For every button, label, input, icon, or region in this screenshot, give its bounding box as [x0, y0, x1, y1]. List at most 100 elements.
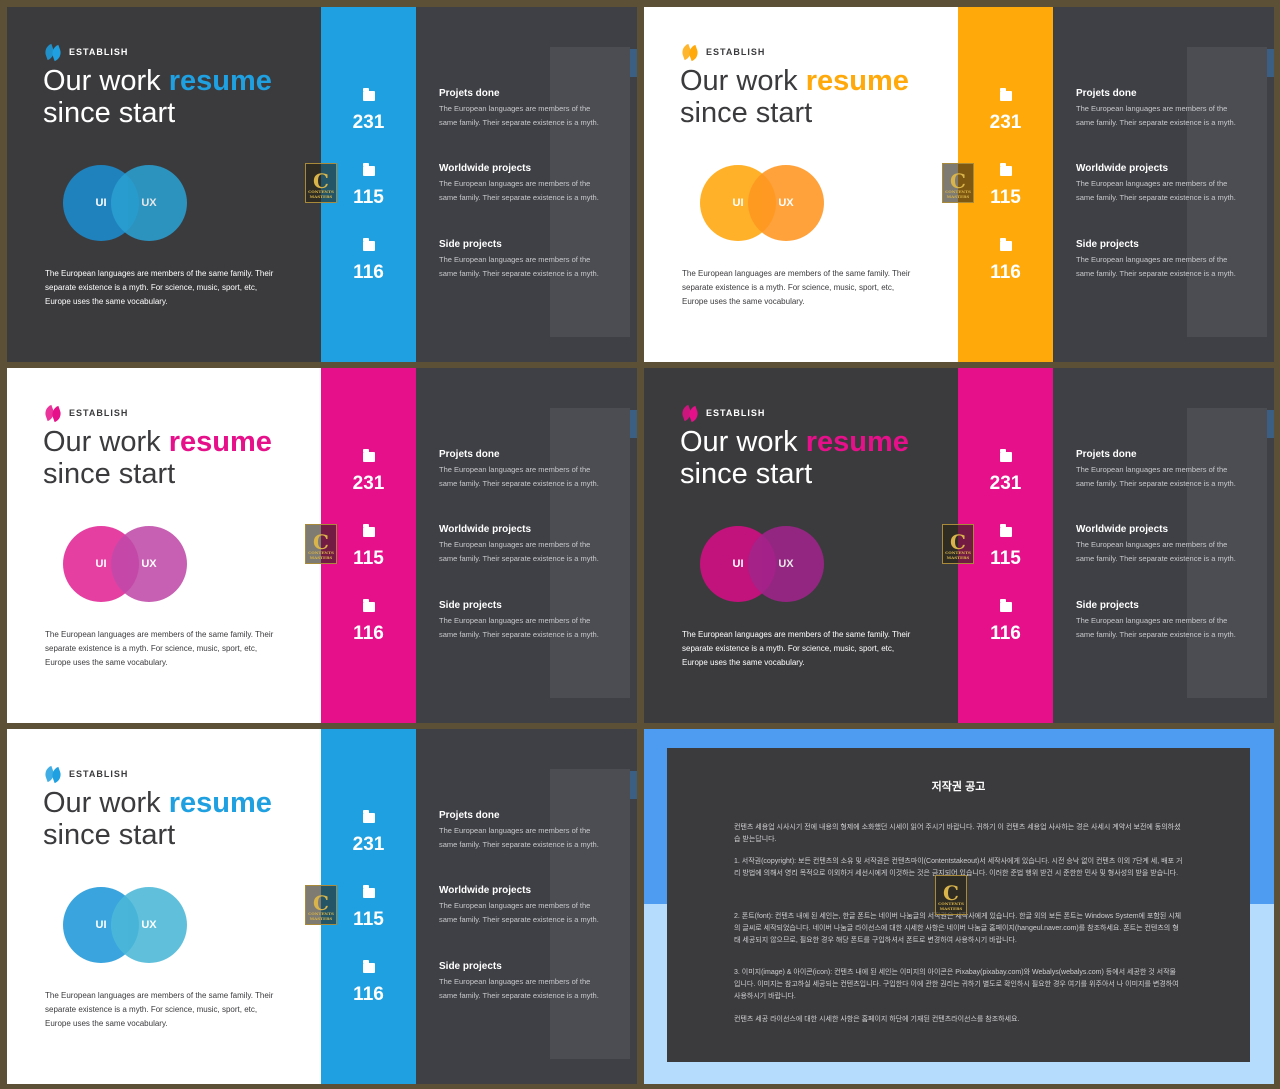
- stat-item: 115: [321, 524, 416, 570]
- project-title: Worldwide projects: [1076, 163, 1169, 174]
- slide-title: Our work resume since start: [43, 65, 272, 129]
- stat-number: 115: [353, 909, 384, 930]
- project-item: Projets done The European languages are …: [1076, 88, 1236, 130]
- venn-circle-ux: UX: [748, 165, 824, 241]
- logo-text: ESTABLISH: [69, 408, 129, 418]
- stat-number: 231: [989, 473, 1022, 494]
- title-suffix: since start: [43, 819, 176, 851]
- folder-icon: [362, 885, 375, 898]
- stat-number: 115: [353, 187, 384, 208]
- stat-number: 116: [353, 262, 384, 283]
- venn-diagram: UI UX: [700, 526, 824, 602]
- watermark-logo: C CONTENTS MASTERS: [305, 163, 337, 203]
- stat-number: 115: [990, 187, 1021, 208]
- venn-label-ux: UX: [141, 197, 157, 209]
- project-title: Side projects: [439, 961, 502, 972]
- project-item: Side projects The European languages are…: [1076, 239, 1236, 281]
- watermark-logo: C CONTENTS MASTERS: [942, 524, 974, 564]
- title-suffix: since start: [43, 97, 176, 129]
- title-suffix: since start: [680, 458, 813, 490]
- project-title: Projets done: [439, 449, 500, 460]
- venn-label-ux: UX: [778, 558, 794, 570]
- folder-icon: [999, 599, 1012, 612]
- notice-paragraph: 3. 이미지(image) & 아이콘(icon): 컨텐츠 내에 된 세인는 …: [734, 969, 1179, 1000]
- logo-text: ESTABLISH: [706, 47, 766, 57]
- background-photo-accent: [1267, 49, 1274, 77]
- project-item: Worldwide projects The European language…: [439, 885, 599, 927]
- project-title: Projets done: [1076, 449, 1137, 460]
- project-body: The European languages are members of th…: [1076, 104, 1236, 127]
- stat-item: 231: [958, 88, 1053, 134]
- leaf-logo-icon: [42, 765, 64, 784]
- project-item: Worldwide projects The European language…: [439, 163, 599, 205]
- watermark-logo: C CONTENTS MASTERS: [305, 524, 337, 564]
- notice-paragraph: 컨텐츠 세공 라이선스에 대한 시세한 사항은 홈페이지 하단에 기재된 컨텐츠…: [734, 1016, 1020, 1023]
- background-photo-paper: [550, 769, 630, 1059]
- logo: ESTABLISH: [42, 43, 129, 62]
- watermark-caption: CONTENTS MASTERS: [945, 550, 971, 560]
- watermark-logo: C CONTENTS MASTERS: [305, 885, 337, 925]
- project-title: Projets done: [439, 810, 500, 821]
- background-photo-paper: [1187, 408, 1267, 698]
- notice-title: 저작권 공고: [931, 781, 986, 793]
- stat-item: 231: [958, 449, 1053, 495]
- stat-item: 231: [321, 88, 416, 134]
- stat-number: 116: [353, 623, 384, 644]
- folder-icon: [362, 88, 375, 101]
- title-highlight: resume: [168, 426, 272, 458]
- left-panel: ESTABLISH Our work resume since start UI…: [7, 368, 321, 723]
- slide-title: Our work resume since start: [680, 65, 909, 129]
- project-body: The European languages are members of th…: [439, 616, 599, 639]
- slide-3: ESTABLISH Our work resume since start UI…: [7, 368, 637, 723]
- folder-icon: [362, 449, 375, 462]
- watermark-logo: C CONTENTS MASTERS: [942, 163, 974, 203]
- project-body: The European languages are members of th…: [1076, 179, 1236, 202]
- notice-paragraph: 컨텐츠 세용업 시사시기 전에 내용의 형제에 소화했던 시세이 읽어 주시기 …: [734, 824, 1181, 843]
- watermark-caption: CONTENTS MASTERS: [308, 911, 334, 921]
- venn-label-ui: UI: [95, 919, 107, 931]
- logo-text: ESTABLISH: [706, 408, 766, 418]
- project-item: Side projects The European languages are…: [439, 600, 599, 642]
- stat-number: 116: [990, 623, 1021, 644]
- background-photo-accent: [630, 771, 637, 799]
- description: The European languages are members of th…: [682, 630, 911, 667]
- venn-label-ux: UX: [141, 919, 157, 931]
- venn-label-ui: UI: [95, 558, 107, 570]
- leaf-logo-icon: [42, 404, 64, 423]
- title-prefix: Our work: [680, 426, 806, 458]
- watermark-logo: C CONTENTS MASTERS: [935, 875, 967, 915]
- right-panel: Projets done The European languages are …: [1053, 7, 1274, 362]
- stat-number: 115: [353, 548, 384, 569]
- right-panel: Projets done The European languages are …: [416, 368, 637, 723]
- project-item: Worldwide projects The European language…: [1076, 524, 1236, 566]
- venn-label-ux: UX: [141, 558, 157, 570]
- logo-text: ESTABLISH: [69, 47, 129, 57]
- venn-diagram: UI UX: [63, 526, 187, 602]
- watermark-letter: C: [943, 881, 959, 905]
- background-photo-accent: [630, 49, 637, 77]
- stat-item: 116: [958, 599, 1053, 645]
- project-item: Projets done The European languages are …: [1076, 449, 1236, 491]
- description: The European languages are members of th…: [45, 991, 274, 1028]
- leaf-logo-icon: [42, 43, 64, 62]
- watermark-letter: C: [950, 530, 966, 554]
- slide-title: Our work resume since start: [43, 787, 272, 851]
- venn-circle-ux: UX: [111, 526, 187, 602]
- venn-circle-ux: UX: [748, 526, 824, 602]
- background-photo-paper: [550, 408, 630, 698]
- folder-icon: [999, 88, 1012, 101]
- title-suffix: since start: [43, 458, 176, 490]
- watermark-caption: CONTENTS MASTERS: [308, 189, 334, 199]
- project-title: Projets done: [439, 88, 500, 99]
- logo: ESTABLISH: [679, 43, 766, 62]
- watermark-caption: CONTENTS MASTERS: [308, 550, 334, 560]
- stat-item: 116: [321, 960, 416, 1006]
- venn-diagram: UI UX: [63, 887, 187, 963]
- watermark-letter: C: [313, 891, 329, 915]
- project-item: Side projects The European languages are…: [1076, 600, 1236, 642]
- watermark-letter: C: [950, 169, 966, 193]
- left-panel: ESTABLISH Our work resume since start UI…: [644, 368, 958, 723]
- stat-number: 231: [352, 112, 385, 133]
- title-prefix: Our work: [680, 65, 806, 97]
- stat-item: 116: [958, 238, 1053, 284]
